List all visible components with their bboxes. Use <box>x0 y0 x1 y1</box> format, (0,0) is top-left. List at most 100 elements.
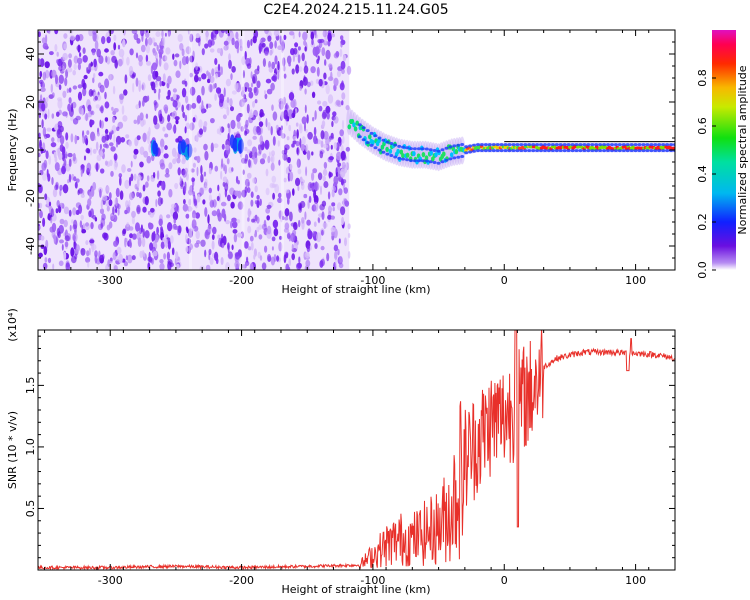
carrier-edge <box>617 149 622 153</box>
noise-speckle <box>271 104 274 111</box>
noise-speckle <box>246 39 251 49</box>
noise-speckle <box>297 46 301 51</box>
noise-speckle <box>205 264 211 270</box>
noise-speckle <box>105 55 108 63</box>
noise-speckle <box>271 236 276 242</box>
noise-speckle <box>338 262 344 269</box>
noise-speckle <box>51 92 55 98</box>
noise-speckle <box>101 213 106 221</box>
noise-speckle <box>311 151 314 156</box>
noise-speckle <box>153 100 157 106</box>
noise-speckle <box>47 108 50 119</box>
noise-speckle <box>61 146 66 155</box>
y-tick-label: 1.0 <box>24 438 37 456</box>
noise-speckle <box>306 81 311 88</box>
noise-speckle <box>307 199 310 209</box>
noise-speckle <box>89 239 95 244</box>
noise-speckle <box>345 146 351 152</box>
noise-blob <box>152 140 158 155</box>
noise-speckle <box>247 139 253 147</box>
noise-speckle <box>172 93 177 100</box>
noise-speckle <box>326 111 330 120</box>
noise-speckle <box>146 155 152 164</box>
noise-speckle <box>72 152 76 162</box>
noise-speckle <box>214 58 218 65</box>
noise-speckle <box>225 220 230 225</box>
noise-speckle <box>82 87 87 97</box>
noise-speckle <box>221 233 224 240</box>
noise-speckle <box>322 109 328 119</box>
noise-speckle <box>49 51 54 56</box>
noise-speckle <box>298 219 301 228</box>
noise-speckle <box>121 105 125 115</box>
noise-speckle <box>217 184 220 192</box>
noise-speckle <box>207 225 212 233</box>
noise-speckle <box>215 73 219 79</box>
carrier-edge <box>428 148 433 152</box>
noise-speckle <box>337 248 340 256</box>
noise-speckle <box>265 118 268 128</box>
noise-speckle <box>92 77 95 84</box>
noise-speckle <box>165 105 168 114</box>
noise-speckle <box>108 192 112 200</box>
noise-speckle <box>152 172 156 179</box>
carrier-edge <box>558 143 563 147</box>
noise-speckle <box>333 77 339 87</box>
noise-speckle <box>166 82 170 89</box>
noise-speckle <box>234 40 240 49</box>
noise-speckle <box>191 219 197 229</box>
noise-speckle <box>42 262 48 270</box>
noise-speckle <box>341 119 345 130</box>
noise-speckle <box>115 207 118 214</box>
noise-speckle <box>254 99 258 104</box>
x-tick-label: -300 <box>98 574 123 587</box>
noise-speckle <box>252 177 256 184</box>
carrier-edge <box>641 149 646 153</box>
noise-speckle <box>214 93 217 101</box>
noise-speckle <box>313 189 317 200</box>
noise-speckle <box>38 252 43 258</box>
noise-speckle <box>166 251 170 261</box>
noise-speckle <box>262 153 267 159</box>
noise-speckle <box>156 183 160 188</box>
noise-speckle <box>340 35 344 41</box>
carrier-edge <box>653 149 658 153</box>
noise-speckle <box>169 262 174 268</box>
spectrogram-xlabel: Height of straight line (km) <box>281 283 430 296</box>
noise-speckle <box>57 97 63 102</box>
noise-speckle <box>160 40 163 46</box>
noise-speckle <box>72 118 79 125</box>
noise-speckle <box>94 217 98 222</box>
noise-speckle <box>125 134 130 139</box>
noise-speckle <box>108 199 113 207</box>
carrier-edge <box>515 149 520 153</box>
noise-speckle <box>237 201 244 210</box>
carrier-edge <box>448 157 453 161</box>
carrier-edge <box>598 149 603 153</box>
noise-speckle <box>160 241 165 249</box>
noise-speckle <box>147 95 150 102</box>
noise-speckle <box>286 55 292 65</box>
noise-speckle <box>244 82 250 90</box>
noise-speckle <box>92 148 97 154</box>
noise-speckle <box>82 47 86 54</box>
carrier-core <box>454 149 459 155</box>
noise-speckle <box>227 242 230 250</box>
noise-speckle <box>212 83 216 90</box>
noise-speckle <box>277 60 280 71</box>
noise-speckle <box>38 31 41 38</box>
noise-speckle <box>266 215 271 221</box>
snr-panel: -300 -200 -100 0 100 0.5 1.0 1.5 Height of stra… <box>6 308 676 596</box>
noise-speckle <box>258 234 263 240</box>
noise-speckle <box>54 30 59 35</box>
noise-speckle <box>86 162 92 173</box>
noise-speckle <box>204 150 209 161</box>
noise-speckle <box>321 229 324 236</box>
noise-speckle <box>220 257 224 265</box>
noise-speckle <box>311 91 316 99</box>
noise-speckle <box>264 93 268 100</box>
carrier-edge <box>381 138 386 142</box>
carrier-edge <box>610 149 614 153</box>
noise-speckle <box>341 161 346 169</box>
carrier-core <box>396 148 400 154</box>
